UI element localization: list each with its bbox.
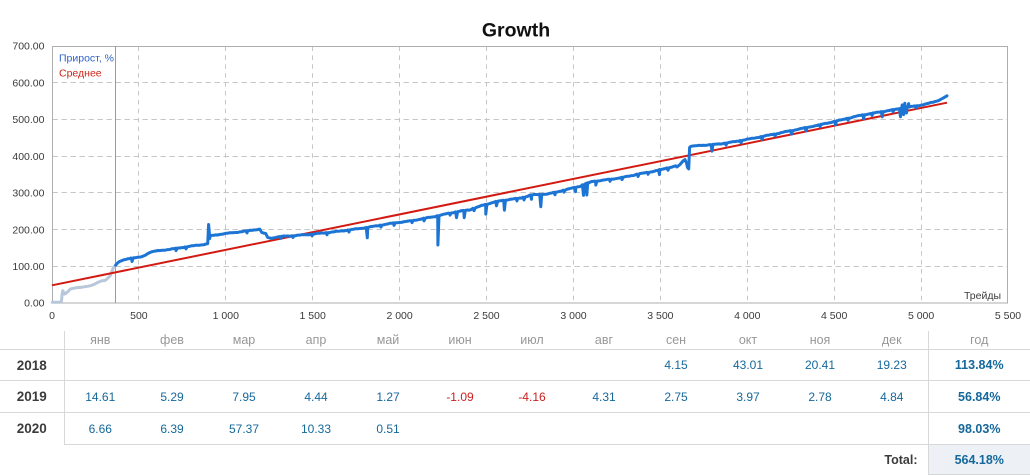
svg-text:Трейды: Трейды — [964, 290, 1001, 302]
svg-text:3 000: 3 000 — [560, 310, 586, 322]
svg-text:300.00: 300.00 — [12, 188, 44, 200]
svg-text:200.00: 200.00 — [12, 224, 44, 236]
svg-text:1 500: 1 500 — [300, 310, 326, 322]
svg-text:Прирост, %: Прирост, % — [59, 53, 114, 65]
svg-text:2 500: 2 500 — [473, 310, 499, 322]
svg-text:5 000: 5 000 — [908, 310, 934, 322]
svg-text:0: 0 — [49, 310, 55, 322]
svg-text:1 000: 1 000 — [213, 310, 239, 322]
svg-text:0.00: 0.00 — [24, 298, 45, 310]
svg-text:3 500: 3 500 — [647, 310, 673, 322]
svg-text:400.00: 400.00 — [12, 151, 44, 163]
svg-text:4 000: 4 000 — [734, 310, 760, 322]
svg-text:500.00: 500.00 — [12, 114, 44, 126]
svg-text:700.00: 700.00 — [12, 41, 44, 53]
svg-text:500: 500 — [130, 310, 148, 322]
svg-text:600.00: 600.00 — [12, 77, 44, 89]
svg-text:4 500: 4 500 — [821, 310, 847, 322]
svg-text:2 000: 2 000 — [386, 310, 412, 322]
svg-text:100.00: 100.00 — [12, 261, 44, 273]
svg-text:Среднее: Среднее — [59, 68, 102, 80]
svg-text:Growth: Growth — [482, 20, 550, 42]
svg-text:5 500: 5 500 — [995, 310, 1021, 322]
